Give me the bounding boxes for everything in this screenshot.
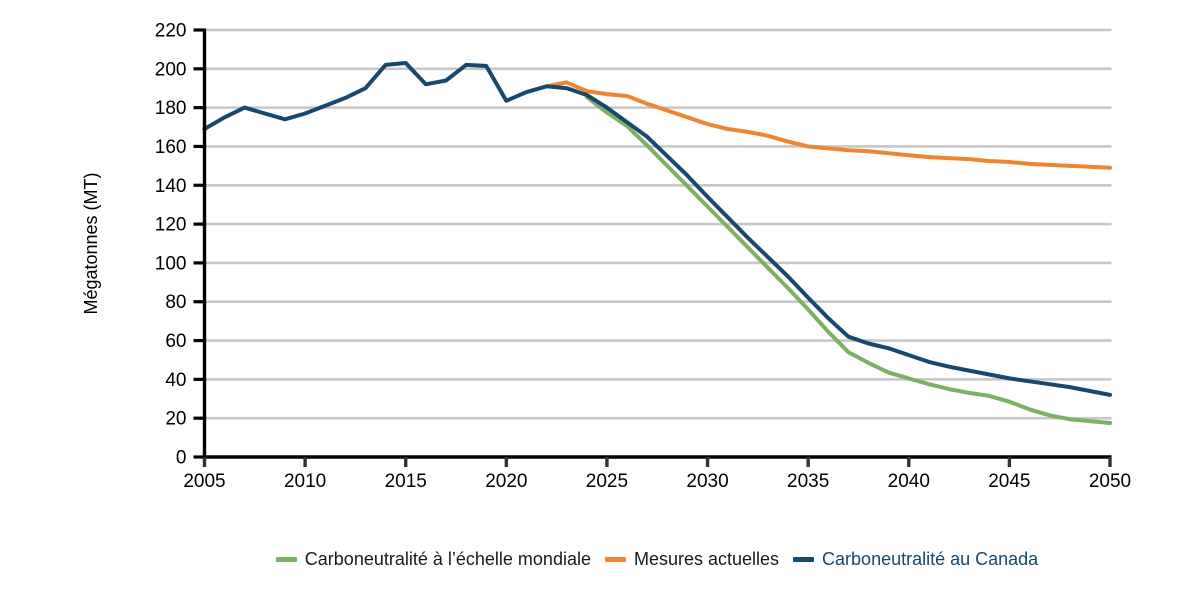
x-tick-label-2005: 2005 [183, 471, 225, 492]
legend-swatch-1 [275, 556, 297, 562]
x-tick-label-2015: 2015 [385, 471, 427, 492]
legend-label-2: Mesures actuelles [633, 548, 780, 569]
y-tick-label-220: 220 [155, 21, 187, 42]
x-tick-label-2045: 2045 [988, 471, 1030, 492]
x-tick-label-2040: 2040 [888, 471, 930, 492]
series-line-2 [544, 80, 1112, 170]
legend-label-3: Carboneutralité au Canada [822, 548, 1039, 569]
y-axis-title: Mégatonnes (MT) [81, 172, 101, 314]
legend-swatch-3 [793, 556, 815, 562]
x-tick-label-2025: 2025 [586, 471, 628, 492]
y-tick-label-140: 140 [155, 176, 187, 197]
x-tick-label-2030: 2030 [686, 471, 728, 492]
legend: Carboneutralité à l’échelle mondiale Mesu… [204, 543, 1110, 575]
series-line-1 [584, 95, 1112, 425]
legend-label-1: Carboneutralité à l’échelle mondiale [304, 548, 591, 569]
y-tick-label-160: 160 [155, 137, 187, 158]
x-tick-label-2050: 2050 [1089, 471, 1131, 492]
y-tick-label-100: 100 [155, 253, 187, 274]
axes-layer [193, 28, 1112, 467]
y-tick-label-40: 40 [165, 370, 186, 391]
y-tick-label-200: 200 [155, 59, 187, 80]
x-tick-label-2010: 2010 [284, 471, 326, 492]
legend-item-2: Mesures actuelles [604, 548, 780, 570]
y-tick-label-0: 0 [176, 448, 187, 469]
x-tick-label-2020: 2020 [485, 471, 527, 492]
series-layer [202, 61, 1112, 425]
legend-item-3: Carboneutralité au Canada [793, 549, 1038, 570]
y-tick-label-80: 80 [165, 292, 186, 313]
y-tick-label-20: 20 [165, 409, 186, 430]
y-tick-label-180: 180 [155, 98, 187, 119]
series-line-3 [202, 61, 1112, 397]
legend-item-1: Carboneutralité à l’échelle mondiale [275, 548, 591, 570]
y-tick-label-120: 120 [155, 215, 187, 236]
gridlines-layer [204, 28, 1112, 420]
legend-swatch-2 [604, 556, 626, 562]
x-tick-label-2035: 2035 [787, 471, 829, 492]
y-tick-label-60: 60 [165, 331, 186, 352]
